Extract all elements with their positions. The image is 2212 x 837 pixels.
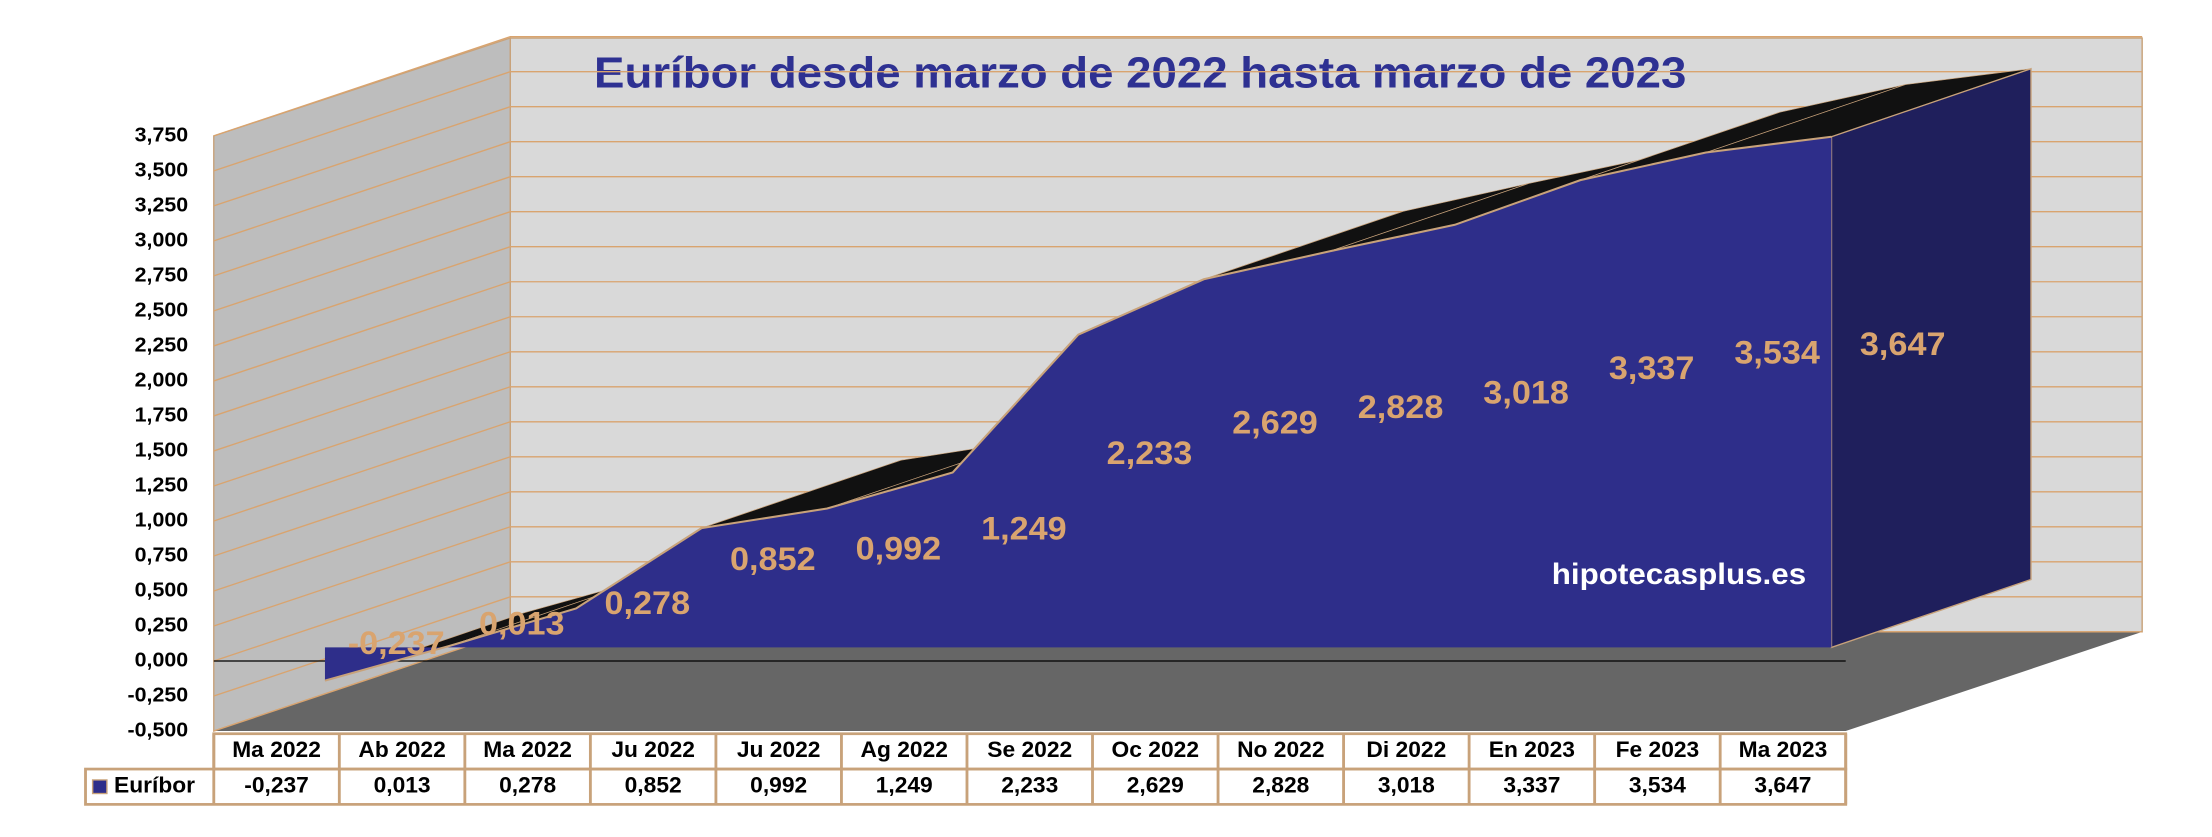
table-value: 0,992 (750, 773, 807, 797)
chart-title: Euríbor desde marzo de 2022 hasta marzo … (594, 50, 1686, 98)
data-label: 0,992 (856, 531, 942, 567)
y-tick-label: 1,500 (135, 439, 188, 461)
legend-label: Euríbor (114, 773, 195, 797)
table-value: 0,278 (499, 773, 556, 797)
x-tick-label: Ab 2022 (358, 738, 445, 762)
area-fill (324, 136, 1832, 681)
legend-swatch (91, 779, 108, 795)
y-tick-label: 3,000 (135, 229, 188, 251)
y-tick-label: 3,500 (135, 159, 188, 181)
table-value: -0,237 (244, 773, 309, 797)
y-tick-label: 0,250 (135, 614, 188, 636)
x-tick-label: Ma 2022 (483, 738, 572, 762)
y-tick-label: 0,750 (135, 544, 188, 566)
table-value: 1,249 (876, 773, 933, 797)
data-label: 2,233 (1107, 435, 1193, 471)
x-tick-label: Ag 2022 (861, 738, 948, 762)
data-label: 0,852 (730, 542, 816, 578)
y-tick-label: 2,250 (135, 334, 188, 356)
y-tick-label: 1,000 (135, 509, 188, 531)
table-value: 3,018 (1378, 773, 1435, 797)
y-tick-label: 3,750 (135, 124, 188, 146)
x-tick-label: Ma 2023 (1739, 738, 1828, 762)
x-tick-label: Ju 2022 (611, 738, 695, 762)
data-label: 3,018 (1483, 375, 1569, 411)
x-tick-label: Ju 2022 (737, 738, 821, 762)
x-tick-label: Ma 2022 (232, 738, 321, 762)
grid-line (213, 36, 2143, 137)
data-label: 3,337 (1609, 350, 1695, 386)
y-tick-label: 2,000 (135, 369, 188, 391)
y-tick-label: 1,250 (135, 474, 188, 496)
x-tick-label: No 2022 (1237, 738, 1324, 762)
data-label: 0,013 (479, 606, 565, 642)
y-tick-label: 0,500 (135, 579, 188, 601)
table-value: 0,013 (374, 773, 431, 797)
data-label: 2,629 (1232, 405, 1318, 441)
grid-line (213, 106, 2143, 207)
y-tick-label: 1,750 (135, 404, 188, 426)
table-value: 2,233 (1001, 773, 1058, 797)
table-value: 0,852 (625, 773, 682, 797)
watermark: hipotecasplus.es (1552, 558, 1806, 591)
floor (213, 631, 2143, 732)
y-tick-label: 3,250 (135, 194, 188, 216)
table-value: 2,629 (1127, 773, 1184, 797)
x-tick-label: En 2023 (1489, 738, 1575, 762)
table-value: 3,647 (1754, 773, 1811, 797)
data-label: 3,647 (1860, 327, 1946, 363)
x-tick-label: Fe 2023 (1616, 738, 1700, 762)
y-tick-label: -0,500 (128, 719, 189, 741)
table-value: 3,337 (1503, 773, 1560, 797)
x-tick-label: Di 2022 (1366, 738, 1446, 762)
y-tick-label: 2,750 (135, 264, 188, 286)
table-value: 3,534 (1629, 773, 1687, 797)
data-label: 1,249 (981, 511, 1067, 547)
data-label: 0,278 (605, 586, 691, 622)
data-label: -0,237 (348, 626, 445, 662)
y-tick-label: 0,000 (135, 649, 188, 671)
x-tick-label: Oc 2022 (1112, 738, 1199, 762)
y-tick-label: 2,500 (135, 299, 188, 321)
x-tick-label: Se 2022 (987, 738, 1072, 762)
y-tick-label: -0,250 (128, 684, 189, 706)
table-value: 2,828 (1252, 773, 1309, 797)
data-label: 2,828 (1358, 390, 1444, 426)
grid-line (213, 71, 2143, 172)
grid-line (213, 141, 2143, 242)
data-label: 3,534 (1734, 335, 1820, 371)
area-line (324, 135, 1832, 682)
